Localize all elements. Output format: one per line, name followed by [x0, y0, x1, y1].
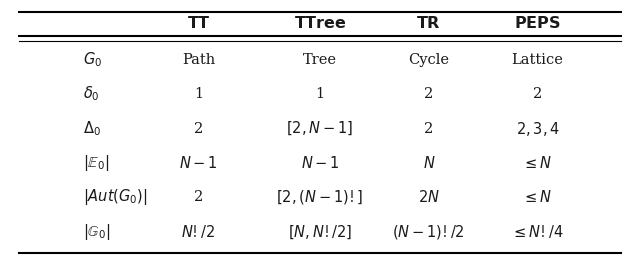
Text: 2: 2: [194, 122, 203, 135]
Text: $[2, (N-1)!]$: $[2, (N-1)!]$: [276, 188, 364, 206]
Text: $\leq N$: $\leq N$: [522, 155, 553, 171]
Text: $\mathbf{TT}$: $\mathbf{TT}$: [186, 15, 211, 32]
Text: Path: Path: [182, 53, 215, 67]
Text: 2: 2: [194, 191, 203, 204]
Text: $G_0$: $G_0$: [83, 50, 102, 69]
Text: $\mathbf{TR}$: $\mathbf{TR}$: [417, 15, 441, 32]
Text: $\Delta_0$: $\Delta_0$: [83, 119, 101, 138]
Text: 2: 2: [424, 122, 433, 135]
Text: 1: 1: [194, 87, 203, 101]
Text: $N!/2$: $N!/2$: [181, 223, 216, 240]
Text: $(N-1)!/2$: $(N-1)!/2$: [392, 223, 465, 241]
Text: $N-1$: $N-1$: [179, 155, 218, 171]
Text: $|\mathbb{G}_0|$: $|\mathbb{G}_0|$: [83, 222, 111, 242]
Text: $2, 3, 4$: $2, 3, 4$: [516, 120, 559, 138]
Text: $\mathbf{TTree}$: $\mathbf{TTree}$: [294, 15, 346, 32]
Text: $|Aut(G_0)|$: $|Aut(G_0)|$: [83, 187, 148, 207]
Text: 2: 2: [533, 87, 542, 101]
Text: $|\mathbb{E}_0|$: $|\mathbb{E}_0|$: [83, 153, 109, 173]
Text: $\mathbf{PEPS}$: $\mathbf{PEPS}$: [514, 15, 561, 32]
Text: Tree: Tree: [303, 53, 337, 67]
Text: $\leq N!/4$: $\leq N!/4$: [511, 223, 564, 240]
Text: Lattice: Lattice: [511, 53, 564, 67]
Text: $[2, N-1]$: $[2, N-1]$: [286, 120, 354, 137]
Text: $[N, N!/2]$: $[N, N!/2]$: [288, 223, 352, 241]
Text: 2: 2: [424, 87, 433, 101]
Text: $N-1$: $N-1$: [301, 155, 339, 171]
Text: $\delta_0$: $\delta_0$: [83, 85, 100, 103]
Text: $N$: $N$: [422, 155, 435, 171]
Text: $\leq N$: $\leq N$: [522, 189, 553, 205]
Text: $2N$: $2N$: [418, 189, 440, 205]
Text: 1: 1: [316, 87, 324, 101]
Text: Cycle: Cycle: [408, 53, 449, 67]
